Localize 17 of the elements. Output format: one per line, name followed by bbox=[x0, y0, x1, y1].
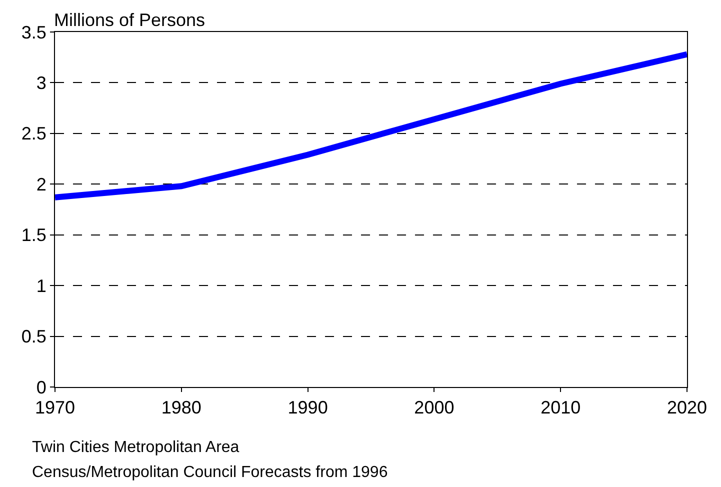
y-tick-label: 1 bbox=[36, 276, 46, 296]
y-tick-label: 2.5 bbox=[21, 124, 46, 144]
x-tick-label: 1990 bbox=[288, 398, 328, 418]
x-tick-label: 2020 bbox=[666, 398, 708, 418]
y-tick-label: 1.5 bbox=[21, 225, 46, 246]
y-tick-label: 3 bbox=[36, 73, 46, 94]
y-tick-label: 3.5 bbox=[21, 22, 46, 42]
x-tick-label: 1980 bbox=[161, 398, 202, 418]
text: Twin Cities Metropolitan Area bbox=[32, 439, 240, 456]
y-tick-label: 2 bbox=[36, 174, 46, 194]
y-axis-title: Millions of Persons bbox=[54, 10, 206, 30]
y-tick-label: 0.5 bbox=[21, 326, 46, 347]
text: Census/Metropolitan Council Forecasts from 1996 bbox=[32, 464, 388, 481]
x-tick-label: 1970 bbox=[34, 398, 76, 418]
y-tick-label: 0 bbox=[36, 377, 46, 398]
x-tick-label: 2000 bbox=[414, 398, 454, 418]
x-tick-label: 2010 bbox=[540, 398, 581, 418]
